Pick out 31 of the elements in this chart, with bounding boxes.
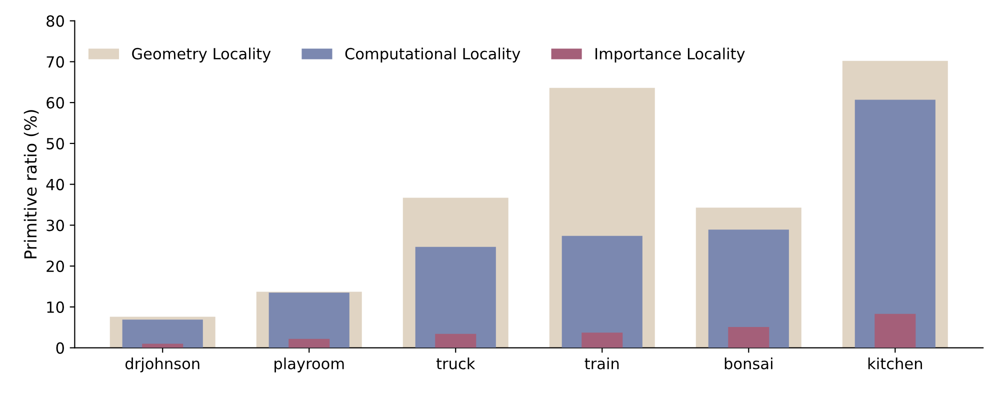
y-tick-label: 50: [46, 138, 64, 150]
bar: [142, 344, 184, 348]
x-tick-label: kitchen: [868, 358, 922, 370]
bar: [288, 338, 330, 348]
x-tick-label: playroom: [274, 358, 344, 372]
bar: [874, 314, 916, 348]
y-tick-label: 10: [47, 301, 64, 313]
y-tick-label: 0: [56, 342, 64, 354]
bar: [728, 326, 770, 348]
x-tick-label: drjohnson: [125, 358, 200, 372]
bar: [562, 236, 642, 348]
legend-label: Importance Locality: [596, 48, 745, 62]
y-tick-label: 80: [46, 15, 64, 27]
bar: [854, 100, 936, 348]
bar: [268, 292, 350, 348]
bar: [415, 246, 496, 348]
legend-label: Geometry Locality: [132, 48, 271, 62]
x-tick-label: train: [584, 358, 619, 370]
x-tick-label: truck: [436, 358, 476, 370]
y-tick-label: 60: [46, 97, 64, 109]
y-axis-title: Primitive ratio (%): [24, 110, 39, 258]
bar: [122, 320, 203, 348]
bar: [582, 332, 623, 348]
y-tick-label: 70: [46, 56, 64, 68]
y-tick-label: 40: [46, 178, 64, 190]
legend-label: Computational Locality: [345, 48, 520, 62]
bar: [435, 334, 476, 348]
y-tick-label: 20: [46, 260, 64, 272]
y-tick-label: 30: [46, 220, 64, 232]
x-tick-label: bonsai: [724, 358, 772, 370]
bar: [708, 230, 789, 348]
